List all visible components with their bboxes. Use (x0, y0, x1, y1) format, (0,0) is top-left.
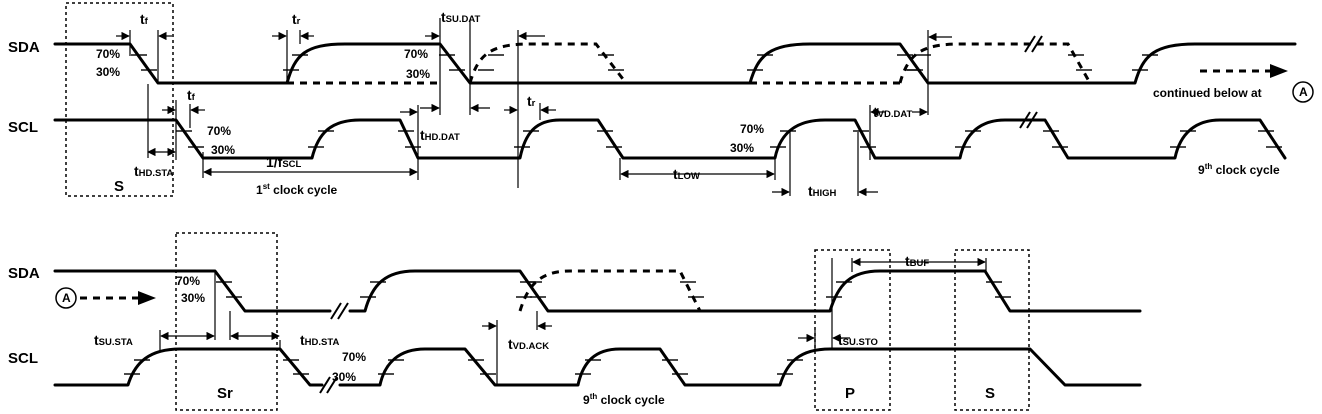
thd-dat-label: tHD.DAT (420, 127, 460, 143)
thigh-label: tHIGH (808, 183, 837, 199)
connector-a-bottom (55, 287, 77, 309)
start-condition-box-2 (954, 249, 1030, 411)
repeated-start-label: Sr (217, 385, 233, 402)
scl-waveform-bottom (53, 347, 1142, 387)
tf-label-scl: tf (187, 87, 196, 103)
ninth-clock-cycle-note-top: 9th clock cycle (1198, 162, 1280, 177)
pct-70-scl-1: 70% (207, 124, 231, 138)
sda-break-mark-top (1024, 35, 1043, 53)
sda-dashed-transition-top-4 (898, 42, 1092, 84)
timing-arrows-bottom (160, 257, 986, 343)
pct-30-scl-2: 30% (730, 141, 754, 155)
scl-label-top: SCL (8, 119, 38, 136)
scl-break-mark-top (1019, 111, 1038, 129)
ninth-clock-cycle-note-bottom: 9th clock cycle (583, 392, 665, 407)
pct-70-sda-1: 70% (96, 47, 120, 61)
tvd-dat-label: tVD.DAT (873, 104, 913, 120)
continued-arrowhead (1270, 64, 1288, 78)
thd-sta-label-bottom: tHD.STA (300, 332, 339, 348)
tvd-ack-label: tVD.ACK (508, 336, 549, 352)
sda-label-bottom: SDA (8, 265, 40, 282)
sda-dashed-transition-bottom (518, 269, 702, 312)
tf-label-sda: tf (140, 11, 149, 27)
connector-a-bottom-label: A (62, 291, 71, 305)
pct-70-sda-bottom: 70% (176, 274, 200, 288)
threshold-ticks-top (131, 54, 1282, 148)
pct-70-sda-2: 70% (404, 47, 428, 61)
tr-label-scl: tr (527, 93, 536, 109)
scl-break-mark-bottom (319, 376, 338, 394)
sda-label-top: SDA (8, 39, 40, 56)
pct-70-scl-2: 70% (740, 122, 764, 136)
scl-waveform-top (53, 118, 1287, 160)
sda-break-mark-bottom (330, 302, 349, 320)
connector-a-top (1292, 81, 1314, 103)
start-condition-label: S (114, 178, 124, 195)
fscl-label: 1/fSCL (266, 154, 302, 170)
pct-30-sda-2: 30% (406, 67, 430, 81)
tr-label-sda: tr (292, 11, 301, 27)
pct-70-scl-bottom: 70% (342, 350, 366, 364)
pct-30-sda-1: 30% (96, 65, 120, 79)
tsu-sto-label: tSU.STO (838, 332, 878, 348)
sda-waveform-bottom (53, 269, 1142, 313)
timing-arrows-top (116, 31, 952, 197)
tsu-sta-label: tSU.STA (94, 332, 133, 348)
pct-30-scl-1: 30% (211, 143, 235, 157)
continued-note: continued below at (1153, 86, 1262, 100)
timing-guides-bottom (159, 258, 987, 386)
tsu-dat-label: tSU.DAT (441, 9, 481, 25)
repeated-start-box (175, 232, 278, 411)
sda-waveform-top (53, 42, 1297, 85)
connector-a-top-label: A (1299, 85, 1308, 99)
timing-guides-top (129, 18, 929, 196)
stop-condition-label: P (845, 385, 855, 402)
incoming-arrowhead (138, 291, 156, 305)
thd-sta-label-top: tHD.STA (134, 163, 173, 179)
sda-dashed-transition-top-2 (468, 42, 750, 85)
pct-30-sda-bottom: 30% (181, 291, 205, 305)
tlow-label: tLOW (673, 166, 700, 182)
pct-30-scl-bottom: 30% (332, 370, 356, 384)
tbuf-label: tBUF (905, 253, 929, 269)
start-condition-label-2: S (985, 385, 995, 402)
scl-label-bottom: SCL (8, 350, 38, 367)
first-clock-cycle-note: 1st clock cycle (256, 182, 338, 197)
threshold-ticks-bottom (124, 281, 1011, 375)
